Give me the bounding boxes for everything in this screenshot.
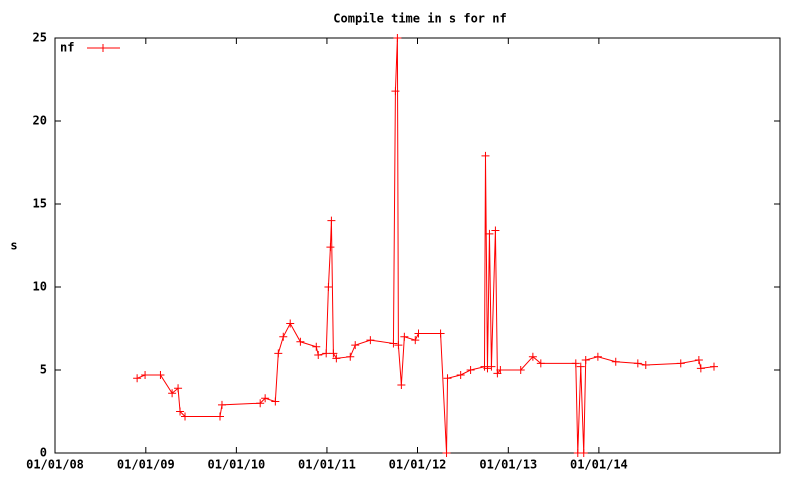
data-point <box>579 449 588 457</box>
data-point <box>581 356 590 365</box>
data-point <box>397 380 406 389</box>
y-tick-label: 0 <box>40 446 47 460</box>
chart-title: Compile time in s for nf <box>333 12 506 26</box>
data-point <box>324 283 333 291</box>
data-point <box>391 87 400 96</box>
data-point <box>181 412 190 421</box>
data-point <box>576 362 585 371</box>
data-point <box>491 226 500 235</box>
data-point <box>133 374 142 383</box>
data-point <box>366 336 375 345</box>
data-point <box>271 397 280 406</box>
data-point <box>466 366 475 374</box>
data-point <box>256 399 265 408</box>
y-tick-label: 10 <box>33 280 47 294</box>
x-tick-label: 01/01/12 <box>389 458 447 472</box>
data-point <box>389 339 398 348</box>
data-point <box>641 361 650 370</box>
data-point <box>346 352 355 361</box>
data-point <box>611 357 620 366</box>
data-point <box>710 362 719 371</box>
data-point <box>483 364 492 373</box>
data-point <box>141 370 150 379</box>
data-point <box>633 359 642 368</box>
data-point <box>261 394 270 403</box>
data-point <box>329 349 338 358</box>
data-point <box>314 351 323 360</box>
data-point <box>174 384 183 393</box>
legend-swatch <box>99 44 107 52</box>
data-point <box>168 389 177 398</box>
data-point <box>694 356 703 365</box>
data-point <box>215 412 224 421</box>
y-tick-label: 15 <box>33 197 47 211</box>
y-axis-label: s <box>10 239 17 253</box>
plot-frame <box>54 37 781 454</box>
data-point <box>393 34 402 42</box>
data-point <box>176 407 185 416</box>
data-point <box>536 359 545 368</box>
data-point <box>332 354 341 363</box>
data-point <box>394 341 403 350</box>
y-tick-label: 25 <box>33 31 47 45</box>
data-point <box>696 364 705 373</box>
data-point <box>414 329 423 338</box>
y-tick-label: 5 <box>40 363 47 377</box>
data-point <box>516 366 525 374</box>
x-tick-label: 01/01/10 <box>207 458 265 472</box>
data-point <box>571 359 580 368</box>
data-point <box>487 362 496 371</box>
data-point <box>528 352 537 361</box>
y-tick-label: 20 <box>33 114 47 128</box>
data-point <box>279 332 288 341</box>
data-point <box>286 319 295 328</box>
data-point <box>217 400 226 409</box>
data-point <box>485 229 494 238</box>
legend-label: nf <box>60 41 74 55</box>
data-point <box>327 216 336 225</box>
data-point <box>411 336 420 345</box>
data-point <box>496 366 505 374</box>
x-tick-label: 01/01/09 <box>117 458 175 472</box>
data-point <box>322 349 331 358</box>
x-tick-label: 01/01/08 <box>26 458 84 472</box>
data-point <box>676 359 685 368</box>
data-point <box>156 370 165 379</box>
data-point <box>326 243 335 252</box>
data-point <box>593 352 602 361</box>
x-tick-label: 01/01/14 <box>570 458 628 472</box>
data-point <box>443 374 452 383</box>
data-point <box>351 341 360 350</box>
data-point <box>274 349 283 358</box>
x-tick-label: 01/01/11 <box>298 458 356 472</box>
x-tick-label: 01/01/13 <box>479 458 537 472</box>
data-point <box>296 337 305 346</box>
data-point <box>481 151 490 160</box>
data-line <box>136 37 715 454</box>
data-point <box>436 329 445 338</box>
data-point <box>442 449 451 457</box>
data-point <box>312 342 321 351</box>
data-point <box>400 332 409 341</box>
data-point <box>456 370 465 379</box>
